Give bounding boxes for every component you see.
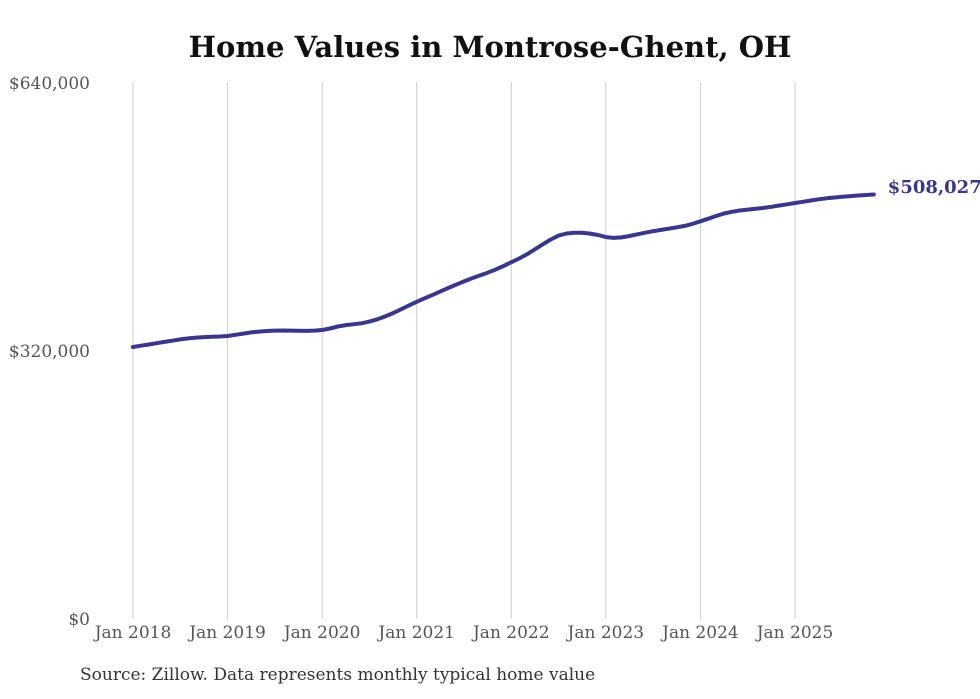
y-tick-label: $320,000 xyxy=(8,342,90,362)
x-tick-label: Jan 2023 xyxy=(567,623,645,643)
end-value-label: $508,027 xyxy=(887,176,980,198)
x-tick-label: Jan 2021 xyxy=(378,623,455,643)
y-tick-label: $0 xyxy=(68,610,90,630)
home-value-line xyxy=(131,192,876,349)
source-note: Source: Zillow. Data represents monthly … xyxy=(80,665,596,685)
x-tick-label: Jan 2019 xyxy=(189,623,266,643)
x-tick-label: Jan 2020 xyxy=(283,623,361,643)
x-tick-label: Jan 2025 xyxy=(756,623,834,643)
chart-title: Home Values in Montrose-Ghent, OH xyxy=(188,30,792,64)
x-tick-label: Jan 2022 xyxy=(472,623,550,643)
x-tick-label: Jan 2018 xyxy=(94,623,172,643)
y-tick-label: $640,000 xyxy=(8,74,90,94)
x-tick-label: Jan 2024 xyxy=(662,623,739,643)
